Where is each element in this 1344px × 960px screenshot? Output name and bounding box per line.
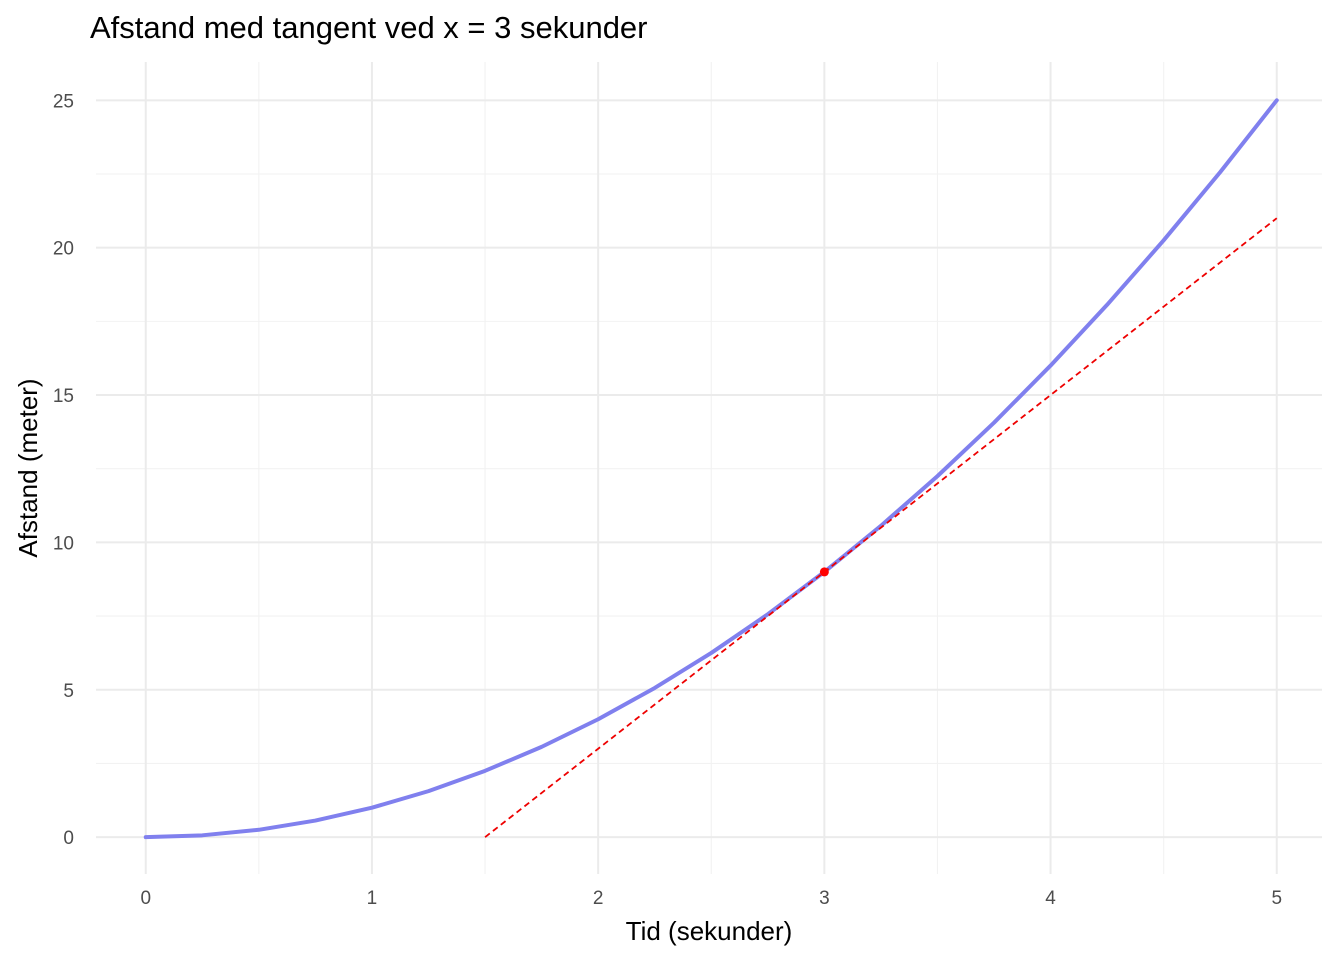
distance-curve xyxy=(143,98,1279,840)
y-tick-label: 5 xyxy=(63,681,74,702)
tangent-point xyxy=(819,567,829,577)
x-axis-title: Tid (sekunder) xyxy=(626,916,793,946)
grid-major xyxy=(96,62,1322,874)
point-layer xyxy=(819,567,829,577)
y-tick-label: 10 xyxy=(53,533,74,554)
x-tick-label: 0 xyxy=(140,888,151,909)
y-tick-label: 25 xyxy=(53,91,74,112)
y-tick-label: 15 xyxy=(53,386,74,407)
y-axis-title: Afstand (meter) xyxy=(13,378,43,557)
x-tick-label: 3 xyxy=(819,888,830,909)
x-tick-label: 4 xyxy=(1045,888,1056,909)
series-layer xyxy=(143,98,1279,840)
x-tick-labels: 0 1 2 3 4 5 xyxy=(140,888,1282,909)
y-tick-label: 0 xyxy=(63,828,74,849)
y-tick-label: 20 xyxy=(53,239,74,260)
x-tick-label: 5 xyxy=(1271,888,1282,909)
chart-title: Afstand med tangent ved x = 3 sekunder xyxy=(90,10,648,45)
x-tick-label: 1 xyxy=(367,888,378,909)
tangent-line xyxy=(484,217,1278,838)
y-tick-labels: 0 5 10 15 20 25 xyxy=(53,91,74,849)
x-tick-label: 2 xyxy=(593,888,604,909)
grid-minor xyxy=(96,62,1322,874)
